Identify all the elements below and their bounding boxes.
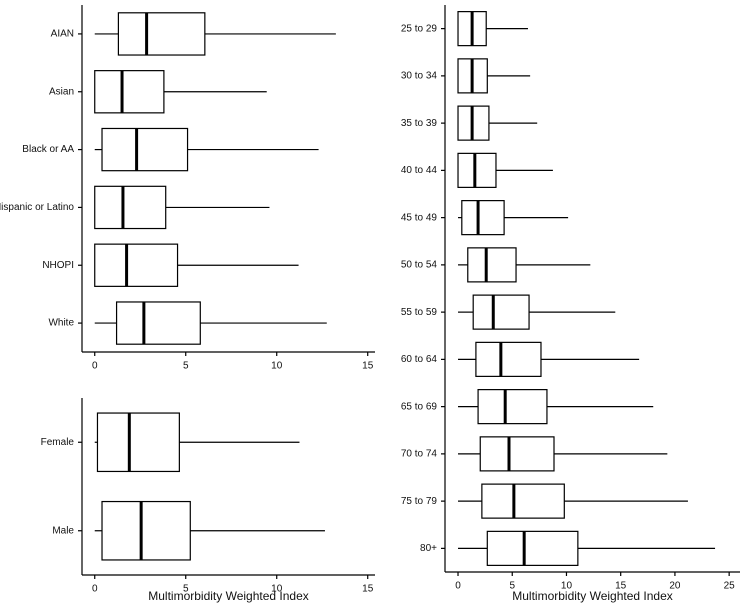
y-tick-label: 50 to 54 bbox=[401, 260, 438, 271]
box bbox=[94, 185, 167, 230]
y-tick-label: Asian bbox=[49, 86, 74, 97]
y-tick-label: 80+ bbox=[420, 543, 437, 554]
box bbox=[477, 389, 548, 425]
y-tick-label: 40 to 44 bbox=[401, 165, 438, 176]
y-tick-label: 75 to 79 bbox=[401, 496, 438, 507]
y-tick-label: 35 to 39 bbox=[401, 118, 438, 129]
x-tick-label: 10 bbox=[271, 361, 283, 372]
box bbox=[475, 341, 542, 377]
box bbox=[467, 247, 517, 283]
box bbox=[101, 500, 191, 561]
x-tick-label: 10 bbox=[561, 581, 573, 592]
y-tick-label: NHOPI bbox=[42, 260, 74, 271]
y-tick-label: Black or AA bbox=[22, 144, 74, 155]
x-tick-label: 25 bbox=[724, 581, 736, 592]
box bbox=[101, 127, 189, 172]
y-tick-label: 55 to 59 bbox=[401, 307, 438, 318]
x-tick-label: 10 bbox=[271, 584, 283, 595]
x-tick-label: 15 bbox=[362, 361, 374, 372]
box bbox=[96, 412, 180, 473]
y-tick-label: 65 to 69 bbox=[401, 401, 438, 412]
y-tick-label: AIAN bbox=[51, 29, 74, 40]
x-tick-label: 15 bbox=[615, 581, 627, 592]
box bbox=[115, 301, 201, 345]
y-tick-label: 70 to 74 bbox=[401, 449, 438, 460]
x-tick-label: 5 bbox=[183, 584, 189, 595]
y-tick-label: 25 to 29 bbox=[401, 23, 438, 34]
box bbox=[481, 483, 565, 519]
box bbox=[479, 436, 555, 472]
y-tick-label: Male bbox=[52, 525, 74, 536]
box bbox=[461, 200, 505, 236]
x-tick-label: 0 bbox=[455, 581, 461, 592]
box bbox=[94, 70, 165, 114]
x-tick-label: 15 bbox=[362, 584, 374, 595]
box bbox=[486, 530, 579, 566]
y-tick-label: 60 to 64 bbox=[401, 354, 438, 365]
x-tick-label: 0 bbox=[92, 584, 98, 595]
y-tick-label: Hispanic or Latino bbox=[0, 202, 74, 213]
box bbox=[117, 12, 206, 56]
x-tick-label: 5 bbox=[509, 581, 515, 592]
x-tick-label: 5 bbox=[183, 361, 189, 372]
box bbox=[457, 152, 497, 188]
x-tick-label: 20 bbox=[669, 581, 681, 592]
y-tick-label: White bbox=[48, 318, 74, 329]
y-tick-label: 30 to 34 bbox=[401, 71, 438, 82]
box bbox=[94, 243, 179, 287]
box bbox=[472, 294, 530, 330]
y-tick-label: 45 to 49 bbox=[401, 212, 438, 223]
x-axis-label: Multimorbidity Weighted Index bbox=[148, 589, 309, 603]
y-tick-label: Female bbox=[41, 437, 75, 448]
x-tick-label: 0 bbox=[92, 361, 98, 372]
x-axis-label: Multimorbidity Weighted Index bbox=[512, 589, 673, 603]
